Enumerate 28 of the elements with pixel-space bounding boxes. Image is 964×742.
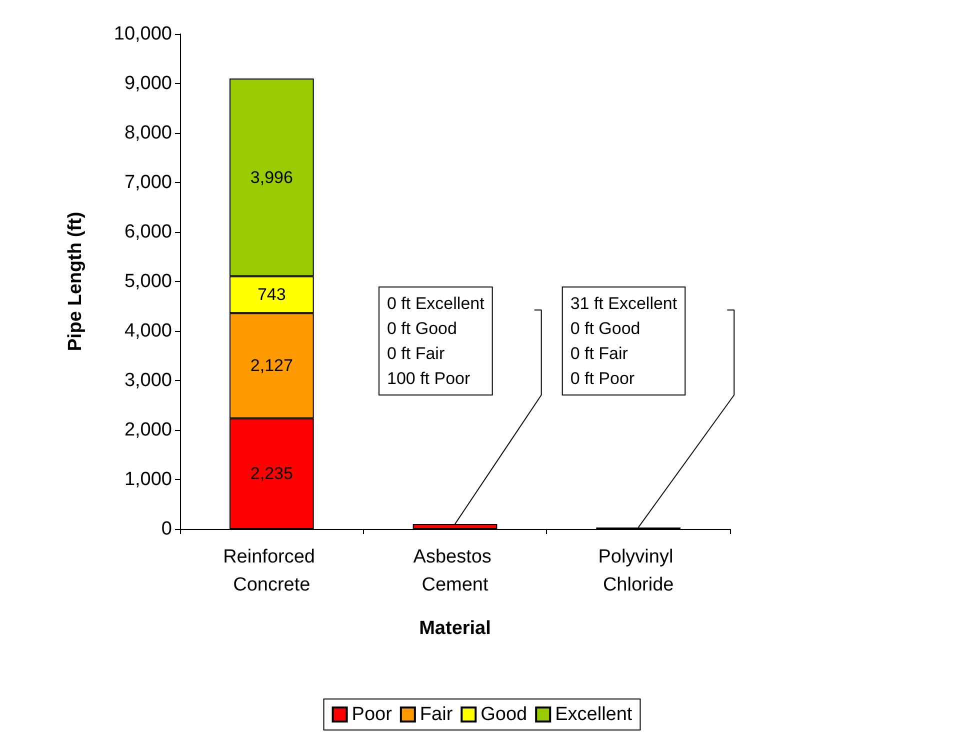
- annotation: 31 ft Excellent 0 ft Good 0 ft Fair 0 ft Poor: [570, 294, 678, 388]
- data-label: 743: [257, 285, 286, 304]
- x-tick-label: Polyvinyl Chloride: [598, 546, 678, 596]
- legend-label: Fair: [420, 704, 454, 725]
- callout: 0 ft Excellent 0 ft Good 0 ft Fair 100 ft Poor: [378, 286, 542, 525]
- y-tick-label: 3,000: [124, 370, 172, 391]
- y-axis-title: Pipe Length (ft): [65, 212, 86, 352]
- legend-label: Poor: [352, 704, 393, 725]
- y-tick-label: 0: [161, 518, 172, 540]
- y-tick-label: 9,000: [124, 73, 172, 94]
- data-label: 3,996: [250, 168, 293, 187]
- y-tick-label: 8,000: [124, 122, 172, 144]
- y-tick-label: 6,000: [124, 222, 172, 242]
- y-tick-label: 2,000: [124, 420, 172, 440]
- data-label: 2,235: [250, 464, 293, 484]
- x-axis-title: Material: [419, 618, 491, 639]
- legend-label: Excellent: [555, 704, 633, 725]
- x-tick-label: Asbestos Cement: [413, 546, 497, 596]
- data-label: 2,127: [250, 356, 293, 376]
- y-tick-label: 1,000: [124, 469, 172, 490]
- x-tick-label: Reinforced Concrete: [223, 546, 320, 596]
- callout: 31 ft Excellent 0 ft Good 0 ft Fair 0 ft Poor: [562, 286, 735, 528]
- y-tick-label: 5,000: [124, 271, 172, 292]
- y-tick-label: 7,000: [124, 172, 172, 193]
- y-tick-label: 10,000: [114, 24, 172, 44]
- annotation: 0 ft Excellent 0 ft Good 0 ft Fair 100 ft Poor: [387, 294, 485, 388]
- y-tick-label: 4,000: [124, 320, 172, 342]
- legend-label: Good: [480, 704, 528, 725]
